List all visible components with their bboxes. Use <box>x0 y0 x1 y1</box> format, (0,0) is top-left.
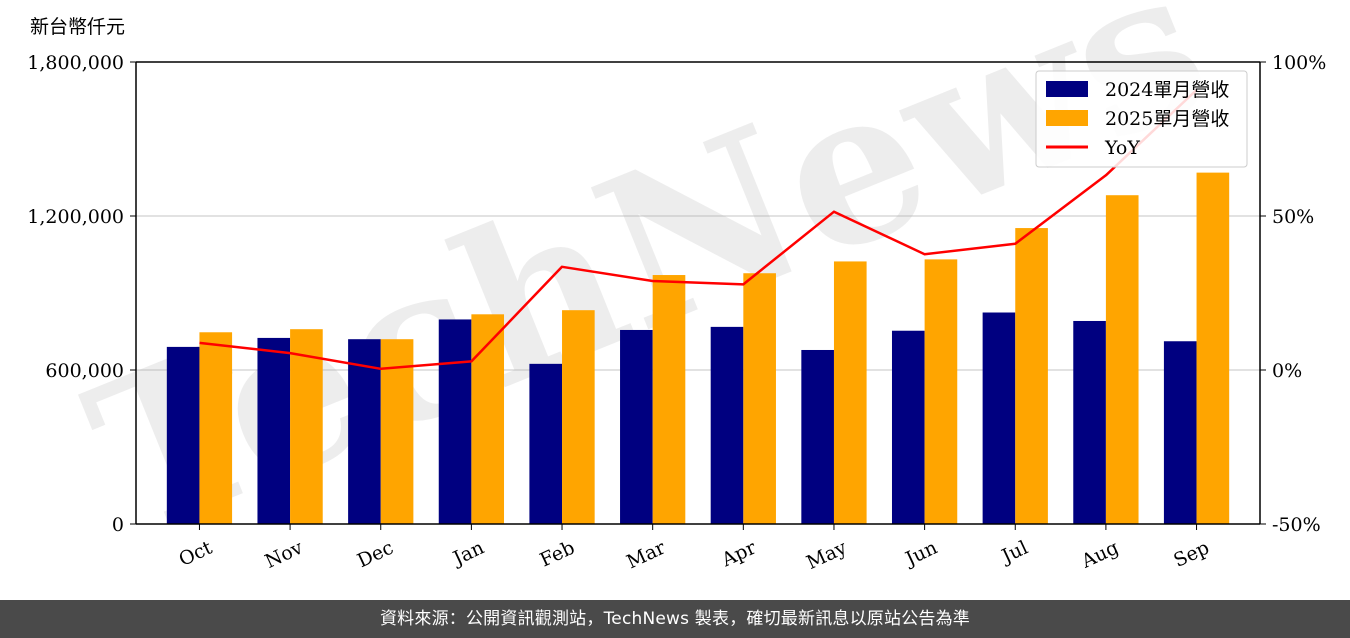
left-tick-label: 1,800,000 <box>27 52 124 74</box>
bar-2024-jun <box>891 330 925 524</box>
x-tick-label-jan: Jan <box>448 537 487 571</box>
bar-2024-apr <box>710 326 744 524</box>
left-tick-label: 0 <box>112 514 124 536</box>
bar-2025-feb <box>562 310 595 524</box>
bar-2025-aug <box>1105 195 1139 524</box>
left-tick-label: 1,200,000 <box>27 206 124 228</box>
x-tick-label-nov: Nov <box>262 536 307 572</box>
bar-2024-oct <box>166 346 200 524</box>
legend-item-2024-label: 2024單月營收 <box>1105 79 1229 101</box>
bar-2024-dec <box>348 339 381 524</box>
legend-item-2024-swatch <box>1046 81 1088 97</box>
source-footer: 資料來源：公開資訊觀測站，TechNews 製表，確切最新訊息以原站公告為準 <box>0 600 1350 638</box>
bar-2024-may <box>801 349 834 524</box>
revenue-chart: TechNews 0 600,000 1,200,000 1,800,000 -50% 0… <box>27 0 1326 584</box>
bar-2025-mar <box>652 275 686 524</box>
bars <box>166 172 1230 524</box>
bar-2025-sep <box>1196 172 1230 524</box>
bar-2024-aug <box>1073 320 1106 524</box>
left-tick-label: 600,000 <box>45 360 124 382</box>
bar-2025-may <box>833 261 867 524</box>
right-tick-label: -50% <box>1272 514 1321 536</box>
legend-item-yoy-label: YoY <box>1104 137 1140 159</box>
bar-2025-nov <box>290 329 323 524</box>
right-tick-label: 0% <box>1272 360 1302 382</box>
bar-2025-jul <box>1015 228 1048 524</box>
x-tick-label-may: May <box>803 536 850 574</box>
x-tick-label-aug: Aug <box>1077 537 1122 573</box>
bar-2025-dec <box>380 339 414 524</box>
bar-2024-jul <box>982 312 1016 524</box>
legend-item-2025-swatch <box>1046 110 1088 126</box>
bar-2024-feb <box>529 363 563 524</box>
bar-2025-jan <box>471 314 505 524</box>
bar-2025-oct <box>199 332 233 524</box>
chart-svg: TechNews 0600,0001,200,0001,800,000-50%0… <box>27 0 1326 584</box>
legend: 2024單月營收 2025單月營收 YoY <box>1035 70 1248 168</box>
bar-2024-jan <box>438 319 472 524</box>
right-tick-label: 100% <box>1272 52 1326 74</box>
bar-2024-mar <box>620 329 653 524</box>
bar-2024-nov <box>257 337 291 524</box>
yoy-line <box>199 89 1198 371</box>
x-tick-label-jul: Jul <box>997 537 1032 569</box>
legend-box <box>1035 70 1248 168</box>
bar-2024-sep <box>1163 341 1197 524</box>
bar-2025-jun <box>924 259 958 524</box>
legend-item-2025-label: 2025單月營收 <box>1105 108 1229 130</box>
right-tick-label: 50% <box>1272 206 1314 228</box>
unit-label: 新台幣仟元 <box>30 16 125 38</box>
grid-lines <box>136 215 1260 371</box>
x-tick-label-jun: Jun <box>901 537 941 571</box>
x-tick-label-feb: Feb <box>537 537 579 572</box>
x-tick-label-sep: Sep <box>1170 537 1212 572</box>
x-tick-label-apr: Apr <box>718 536 761 572</box>
yoy-line-layer <box>199 89 1198 371</box>
x-tick-label-dec: Dec <box>354 537 397 573</box>
bar-2025-apr <box>743 273 776 524</box>
x-tick-label-mar: Mar <box>623 536 669 573</box>
